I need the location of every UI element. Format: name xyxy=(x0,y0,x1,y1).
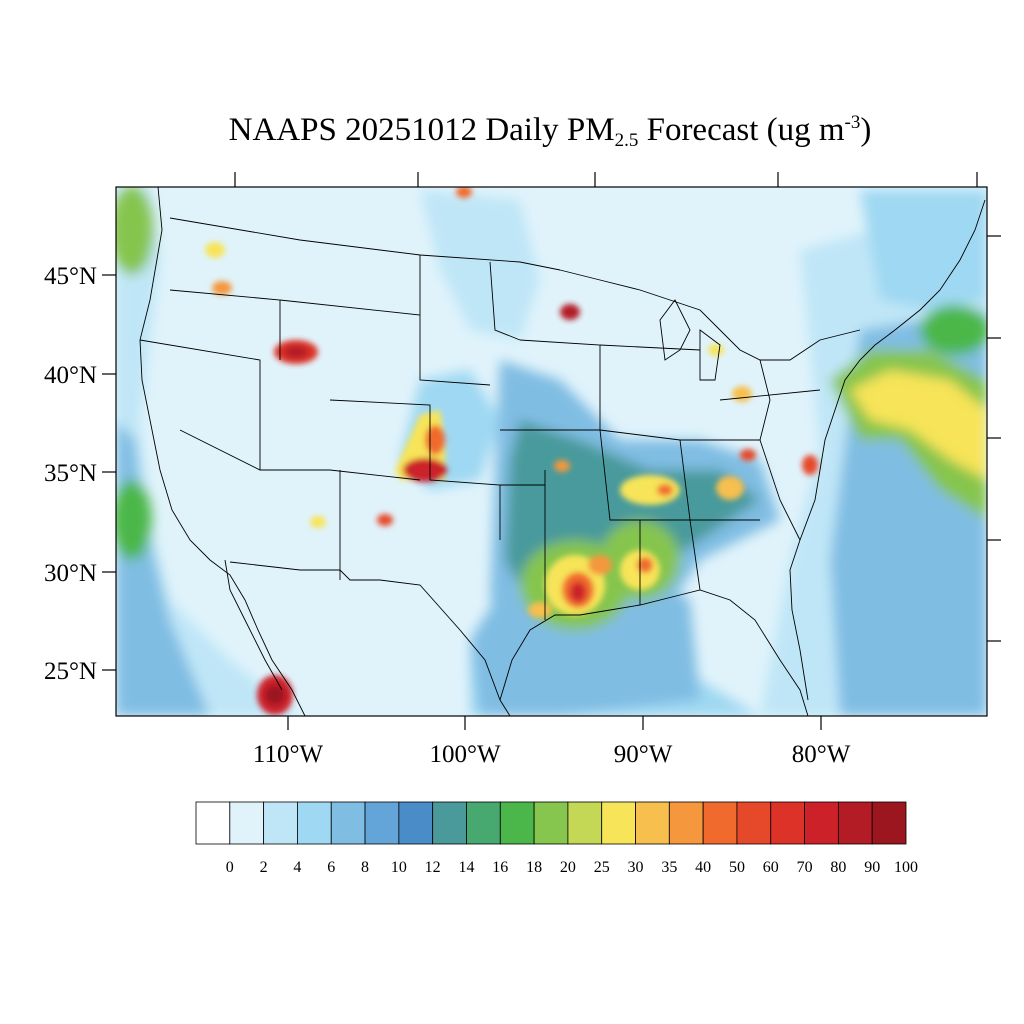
concentration-field xyxy=(116,187,987,716)
colorbar-swatch xyxy=(263,801,298,845)
latitude-labels: 45°N 40°N 35°N 30°N 25°N xyxy=(44,263,97,685)
colorbar-label: 100 xyxy=(894,859,918,876)
lat-label-30: 30°N xyxy=(44,560,97,587)
lon-label-110: 110°W xyxy=(253,741,324,768)
colorbar-swatch xyxy=(330,801,366,845)
colorbar-label: 30 xyxy=(628,859,644,876)
map-title: NAAPS 20251012 Daily PM2.5 Forecast (ug … xyxy=(0,112,1024,152)
colorbar-label: 60 xyxy=(763,859,779,876)
colorbar-swatch xyxy=(499,801,535,845)
map-frame xyxy=(115,186,988,717)
colorbar-swatch xyxy=(567,801,603,845)
boundary-lines xyxy=(139,187,986,716)
tick-marks xyxy=(102,172,1001,730)
colorbar-label: 0 xyxy=(226,859,234,876)
colorbar-swatch xyxy=(668,801,704,845)
title-unit-superscript: -3 xyxy=(844,112,861,133)
colorbar-swatch xyxy=(229,801,265,845)
colorbar-swatch xyxy=(297,801,332,845)
colorbar-label: 6 xyxy=(327,859,335,876)
lon-label-80: 80°W xyxy=(792,741,851,768)
lat-label-35: 35°N xyxy=(44,460,97,487)
lat-label-25: 25°N xyxy=(44,658,97,685)
lon-label-90: 90°W xyxy=(614,741,673,768)
colorbar-label: 70 xyxy=(797,859,813,876)
colorbar-swatch xyxy=(466,801,501,845)
colorbar-label: 90 xyxy=(864,859,880,876)
colorbar: 0 2 4 6 8 10 12 14 16 18 20 25 30 35 40 50 60 70 80 90 100 xyxy=(195,801,918,876)
colorbar-label: 18 xyxy=(526,859,542,876)
colorbar-swatch xyxy=(398,801,434,845)
colorbar-label: 10 xyxy=(391,859,407,876)
colorbar-label: 16 xyxy=(492,859,508,876)
colorbar-label: 4 xyxy=(293,859,301,876)
colorbar-swatch xyxy=(432,801,467,845)
colorbar-label: 40 xyxy=(695,859,711,876)
title-suffix: ) xyxy=(860,112,872,148)
lon-label-100: 100°W xyxy=(429,741,500,768)
lat-label-40: 40°N xyxy=(44,362,97,389)
colorbar-swatch xyxy=(837,801,873,845)
colorbar-label: 20 xyxy=(560,859,576,876)
colorbar-swatch xyxy=(364,801,400,845)
colorbar-swatch xyxy=(770,801,805,845)
colorbar-swatch xyxy=(635,801,670,845)
colorbar-swatch xyxy=(601,801,636,845)
colorbar-swatch xyxy=(702,801,738,845)
colorbar-swatch xyxy=(195,801,231,845)
colorbar-label: 50 xyxy=(729,859,745,876)
title-prefix: NAAPS 20251012 Daily PM xyxy=(228,112,615,148)
colorbar-label: 8 xyxy=(361,859,369,876)
colorbar-label: 80 xyxy=(830,859,846,876)
longitude-labels: 110°W 100°W 90°W 80°W xyxy=(253,741,851,768)
colorbar-label: 2 xyxy=(260,859,268,876)
colorbar-label: 35 xyxy=(661,859,677,876)
colorbar-swatch xyxy=(533,801,569,845)
colorbar-label: 12 xyxy=(425,859,441,876)
colorbar-label: 14 xyxy=(458,859,474,876)
colorbar-swatch xyxy=(804,801,839,845)
title-middle: Forecast (ug m xyxy=(638,112,845,148)
lat-label-45: 45°N xyxy=(44,263,97,290)
colorbar-swatch xyxy=(736,801,772,845)
title-pm-subscript: 2.5 xyxy=(614,130,639,151)
colorbar-swatch xyxy=(871,801,907,845)
colorbar-label: 25 xyxy=(594,859,610,876)
